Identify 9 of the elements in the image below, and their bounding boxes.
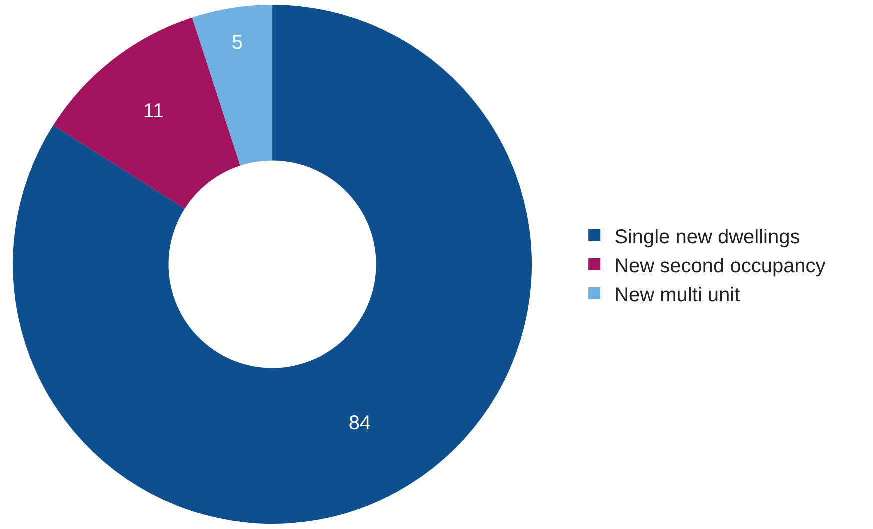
legend-label: Single new dwellings: [614, 226, 800, 248]
data-label: 84: [348, 412, 372, 435]
legend-label: New second occupancy: [614, 255, 826, 278]
data-label: 11: [143, 100, 164, 122]
donut-slice: [13, 5, 532, 524]
donut-slice: [53, 18, 240, 209]
legend-label: New multi unit: [614, 284, 741, 306]
data-label: 5: [232, 32, 243, 54]
donut-slice: [192, 5, 273, 166]
